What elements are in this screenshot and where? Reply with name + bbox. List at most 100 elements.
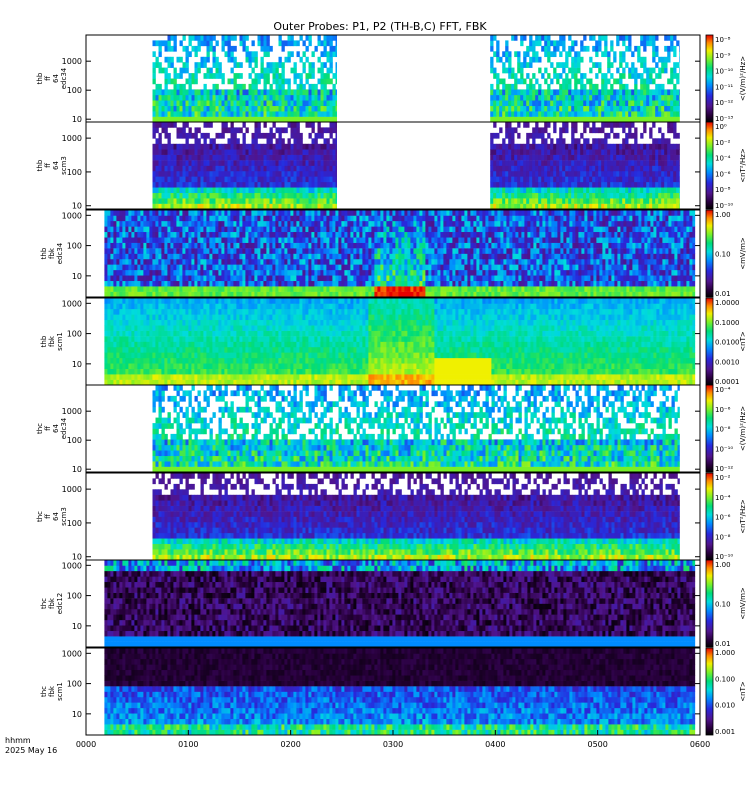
y-tick-label: 100 (67, 168, 82, 177)
colorbar-tick-label: 10⁻⁶ (715, 170, 731, 178)
panel-y-label: thc (40, 686, 48, 697)
y-tick-label: 100 (67, 680, 82, 689)
colorbar-tick-label: 10⁰ (715, 123, 727, 131)
panel-y-label: thc (40, 598, 48, 609)
x-tick-label: 0100 (178, 740, 198, 749)
colorbar-tick-label: 0.10 (715, 251, 731, 259)
time-axis: 0000 0100 0200 0300 0400 0500 0600 (76, 730, 710, 749)
colorbar-tick-label: 10⁻⁸ (715, 533, 731, 541)
colorbar (705, 647, 714, 736)
panel-y-label: ff (44, 163, 52, 168)
spectrogram-image (104, 298, 696, 386)
x-tick-label: 0300 (383, 740, 403, 749)
y-tick-label: 1000 (62, 134, 82, 143)
y-tick-label: 1000 (62, 561, 82, 570)
colorbar-tick-label: 1.00 (715, 211, 731, 219)
y-tick-label: 10 (72, 553, 82, 562)
y-tick-label: 1000 (62, 211, 82, 220)
spectrogram-image (104, 648, 696, 736)
panel-y-label: edc12 (56, 593, 64, 615)
panel-y-label: 64 (52, 424, 60, 433)
spectrogram-panel-5: 10 100 1000 thc ff 64 edc34 10⁻⁴ 10⁻⁶ 10⁻⁸ 10⁻¹⁰ 10… (36, 384, 747, 474)
colorbar-label: <mV/m> (739, 237, 747, 270)
colorbar (705, 384, 714, 473)
panel-y-label: thc (36, 423, 44, 434)
panel-y-label: scm3 (60, 507, 68, 526)
panel-y-label: fbk (48, 247, 56, 259)
y-tick-label: 100 (67, 86, 82, 95)
colorbar-tick-label: 10⁻¹² (715, 465, 733, 473)
colorbar (705, 121, 714, 210)
y-tick-label: 1000 (62, 57, 82, 66)
spectrogram-panel-1: 10 100 1000 thb ff 64 edc34 10⁻⁸ 10⁻⁹ 10⁻¹⁰ 10⁻¹¹ 1… (36, 34, 747, 124)
colorbar-tick-label: 1.00 (715, 561, 731, 569)
colorbar-tick-label: 10⁻¹⁰ (715, 202, 733, 210)
colorbar-tick-label: 10⁻⁸ (715, 36, 731, 44)
spectrogram-panel-7: 10 100 1000 thc fbk edc12 1.00 0.10 0.01 <mV/m> (40, 559, 747, 648)
y-tick-label: 10 (72, 115, 82, 124)
colorbar-tick-label: 10⁻² (715, 474, 731, 482)
date-label: 2025 May 16 (5, 746, 57, 755)
panel-y-label: thb (36, 72, 44, 84)
colorbar-tick-label: 0.01 (715, 290, 731, 298)
colorbar-label: <(V/m)²/Hz> (739, 406, 747, 451)
spectrogram-panel-4: 10 100 1000 thb fbk scm1 1.0000 0.1000 0.0100 0.0… (40, 297, 747, 386)
figure-title: Outer Probes: P1, P2 (TH-B,C) FFT, FBK (273, 20, 487, 33)
y-tick-label: 10 (72, 360, 82, 369)
colorbar-tick-label: 10⁻⁶ (715, 514, 731, 522)
colorbar-label: <nT> (739, 331, 747, 352)
colorbar (705, 209, 714, 298)
spectrogram-panel-8: 10 100 1000 thc fbk scm1 1.000 0.100 0.010 0.001 <… (40, 647, 747, 736)
time-axis-unit-label: hhmm (5, 736, 31, 745)
colorbar-tick-label: 0.01 (715, 640, 731, 648)
colorbar-tick-label: 10⁻¹⁰ (715, 553, 733, 561)
panel-y-label: scm1 (56, 682, 64, 701)
colorbar-tick-label: 0.0010 (715, 358, 740, 366)
colorbar-tick-label: 10⁻⁴ (715, 494, 731, 502)
panel-y-label: thb (40, 335, 48, 347)
colorbar-tick-label: 10⁻⁴ (715, 155, 731, 163)
colorbar (705, 472, 714, 561)
x-tick-label: 0500 (587, 740, 607, 749)
colorbar-tick-label: 10⁻² (715, 139, 731, 147)
panel-y-label: fbk (48, 685, 56, 697)
spectrogram-image (152, 122, 680, 210)
y-tick-label: 1000 (62, 649, 82, 658)
colorbar-tick-label: 0.100 (715, 675, 735, 683)
x-tick-label: 0000 (76, 740, 96, 749)
spectrogram-image (104, 560, 696, 648)
panel-y-label: ff (44, 426, 52, 431)
panel-y-label: scm1 (56, 332, 64, 351)
colorbar-tick-label: 10⁻¹⁰ (715, 445, 733, 453)
colorbar-tick-label: 1.000 (715, 649, 735, 657)
colorbar-label: <nT²/Hz> (739, 148, 747, 183)
colorbar-tick-label: 1.0000 (715, 299, 740, 307)
colorbar-tick-label: 10⁻⁸ (715, 186, 731, 194)
panel-y-label: edc34 (60, 67, 68, 89)
panel-y-label: fbk (48, 335, 56, 347)
y-tick-label: 1000 (62, 299, 82, 308)
colorbar-tick-label: 0.010 (715, 702, 735, 710)
y-tick-label: 100 (67, 519, 82, 528)
y-tick-label: 100 (67, 436, 82, 445)
spectrogram-panel-3: 10 100 1000 thb fbk edc34 1.00 0.10 0.01 <mV/m> (40, 209, 747, 298)
panel-y-label: scm3 (60, 156, 68, 175)
colorbar (705, 297, 714, 386)
colorbar-label: <(V/m)²/Hz> (739, 56, 747, 101)
panel-y-label: thb (40, 247, 48, 259)
spectrogram-image (104, 210, 696, 298)
y-tick-label: 10 (72, 710, 82, 719)
colorbar-tick-label: 10⁻¹¹ (715, 83, 733, 91)
y-tick-label: 1000 (62, 407, 82, 416)
colorbar-tick-label: 0.10 (715, 601, 731, 609)
colorbar-tick-label: 0.1000 (715, 319, 740, 327)
colorbar (705, 34, 714, 123)
y-tick-label: 100 (67, 592, 82, 601)
y-tick-label: 100 (67, 242, 82, 251)
y-tick-label: 10 (72, 622, 82, 631)
colorbar-tick-label: 10⁻¹⁰ (715, 68, 733, 76)
colorbar-tick-label: 10⁻⁹ (715, 52, 731, 60)
colorbar-tick-label: 10⁻⁶ (715, 406, 731, 414)
